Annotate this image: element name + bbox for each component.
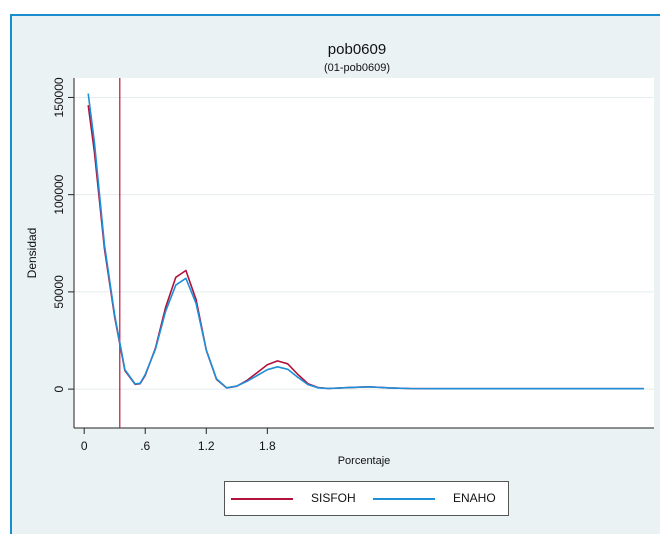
y-axis-label: Densidad	[25, 228, 39, 279]
legend-swatch-sisfoh	[231, 498, 293, 500]
series-line-enaho	[87, 93, 644, 390]
x-axis-label: Porcentaje	[338, 455, 391, 467]
legend-item-sisfoh: SISFOH	[225, 482, 367, 515]
x-ticks: 0 .6 1.2 1.8	[81, 428, 276, 453]
series-lines	[87, 78, 644, 428]
legend-swatch-enaho	[373, 498, 435, 500]
chart-title: pob0609	[328, 41, 386, 58]
x-tick-label-3: 1.8	[259, 439, 276, 453]
chart-subtitle: (01-pob0609)	[324, 62, 390, 74]
y-tick-label-1: 50000	[52, 275, 66, 309]
legend-item-enaho: ENAHO	[367, 482, 509, 515]
legend-label-enaho: ENAHO	[453, 491, 496, 505]
y-ticks: 0 50000 100000 150000	[52, 77, 74, 392]
y-tick-label-2: 100000	[52, 174, 66, 214]
legend: SISFOH ENAHO	[224, 481, 509, 516]
x-tick-label-0: 0	[81, 439, 88, 453]
y-tick-label-0: 0	[52, 385, 66, 392]
y-tick-label-3: 150000	[52, 77, 66, 117]
x-tick-label-1: .6	[140, 439, 150, 453]
legend-label-sisfoh: SISFOH	[311, 491, 356, 505]
x-tick-label-2: 1.2	[198, 439, 215, 453]
plot-area	[74, 78, 654, 428]
